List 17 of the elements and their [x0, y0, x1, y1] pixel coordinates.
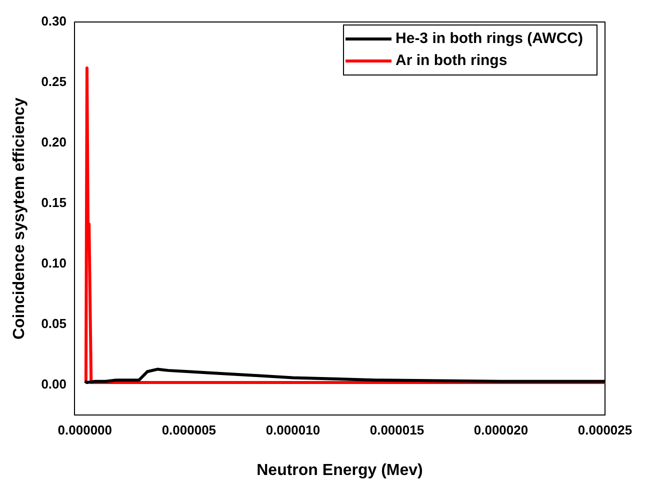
- y-tick-label: 0.25: [41, 74, 66, 90]
- legend-label: He-3 in both rings (AWCC): [396, 30, 584, 48]
- legend-label: Ar in both rings: [396, 52, 508, 70]
- x-tick-label: 0.000005: [162, 422, 216, 438]
- y-tick-label: 0.30: [41, 14, 66, 29]
- x-tick-label: 0.000025: [578, 422, 632, 438]
- y-tick-label: 0.15: [41, 195, 66, 210]
- x-tick-label: 0.000015: [370, 422, 424, 438]
- x-tick-label: 0.000020: [474, 422, 528, 438]
- x-axis-title: Neutron Energy (Mev): [256, 462, 423, 479]
- y-tick-label: 0.00: [41, 376, 66, 392]
- y-tick-label: 0.20: [41, 134, 66, 150]
- x-tick-label: 0.000010: [266, 422, 320, 438]
- y-tick-label: 0.10: [41, 256, 66, 271]
- x-tick-label: 0.000000: [58, 422, 112, 438]
- y-axis-title: Coincidence sysytem efficiency: [11, 98, 28, 340]
- y-tick-label: 0.05: [41, 316, 66, 332]
